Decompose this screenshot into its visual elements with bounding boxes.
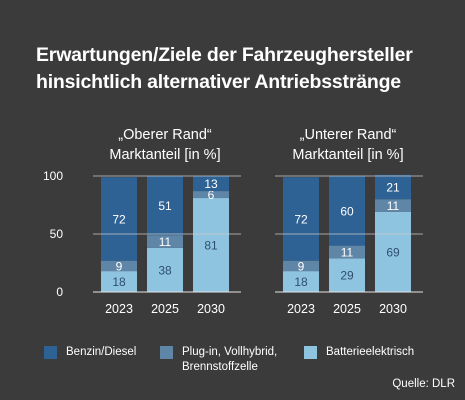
data-label-1-2030-batterie: 81 <box>204 239 218 253</box>
data-label-1-2030-plugin: 6 <box>208 188 215 202</box>
data-label-2-2030-plugin: 11 <box>387 199 400 213</box>
bar-1-2023-plugin <box>101 260 137 272</box>
x-tick-label-2-2030: 2030 <box>379 302 407 316</box>
data-label-2-2025-benzin: 60 <box>340 204 354 218</box>
bar-1-2025-batterie <box>147 247 183 292</box>
x-tick-label-1-2023: 2023 <box>105 302 133 316</box>
data-label-2-2023-plugin: 9 <box>298 259 305 273</box>
y-tick-label-100: 100 <box>43 169 63 183</box>
bar-1-2030-plugin <box>193 191 229 199</box>
bar-1-2023-benzin <box>101 177 137 261</box>
data-label-1-2030-benzin: 13 <box>204 177 218 191</box>
panel-1-title-line-2: Marktanteil [in %] <box>109 147 220 163</box>
data-label-2-2023-batterie: 18 <box>294 275 308 289</box>
bar-2-2023-benzin <box>283 177 319 261</box>
title-line-2: hinsichtlich alternativer Antriebssträng… <box>36 71 401 93</box>
data-label-1-2023-benzin: 72 <box>112 212 126 226</box>
bar-2-2025-plugin <box>329 245 365 259</box>
x-tick-label-1-2025: 2025 <box>151 302 179 316</box>
x-tick-label-2-2023: 2023 <box>287 302 315 316</box>
bar-1-2025-benzin <box>147 176 183 236</box>
panel-2-title-line-1: „Unterer Rand“ <box>300 127 397 143</box>
bar-1-2023-batterie <box>101 271 137 292</box>
data-label-2-2030-benzin: 21 <box>386 181 400 195</box>
data-label-1-2023-batterie: 18 <box>112 275 126 289</box>
panel-1-title-line-1: „Oberer Rand“ <box>118 127 212 143</box>
data-label-1-2023-plugin: 9 <box>116 259 123 273</box>
data-label-1-2025-benzin: 51 <box>158 199 172 213</box>
data-label-2-2025-batterie: 29 <box>340 269 354 283</box>
data-label-2-2023-benzin: 72 <box>294 212 308 226</box>
bar-2-2023-plugin <box>283 260 319 272</box>
bar-1-2025-plugin <box>147 235 183 248</box>
bar-1-2030-benzin <box>193 176 229 192</box>
y-tick-label-50: 50 <box>50 227 64 241</box>
bar-2-2030-plugin <box>375 199 411 212</box>
bar-2-2023-batterie <box>283 271 319 292</box>
bar-1-2030-batterie <box>193 198 229 292</box>
bar-2-2025-batterie <box>329 258 365 292</box>
title-line-1: Erwartungen/Ziele der Fahrzeughersteller <box>36 44 413 66</box>
data-label-1-2025-batterie: 38 <box>158 263 172 277</box>
data-label-2-2025-plugin: 11 <box>341 245 354 259</box>
bar-2-2030-benzin <box>375 174 411 200</box>
x-tick-label-1-2030: 2030 <box>197 302 225 316</box>
data-label-2-2030-batterie: 69 <box>386 245 400 259</box>
source-note: Quelle: DLR <box>392 378 455 390</box>
data-label-1-2025-plugin: 11 <box>159 235 172 249</box>
y-tick-label-0: 0 <box>56 285 63 299</box>
bar-2-2030-batterie <box>375 211 411 292</box>
x-tick-label-2-2025: 2025 <box>333 302 361 316</box>
chart-title: Erwartungen/Ziele der Fahrzeughersteller… <box>36 42 456 96</box>
panel-2-title-line-2: Marktanteil [in %] <box>292 147 403 163</box>
